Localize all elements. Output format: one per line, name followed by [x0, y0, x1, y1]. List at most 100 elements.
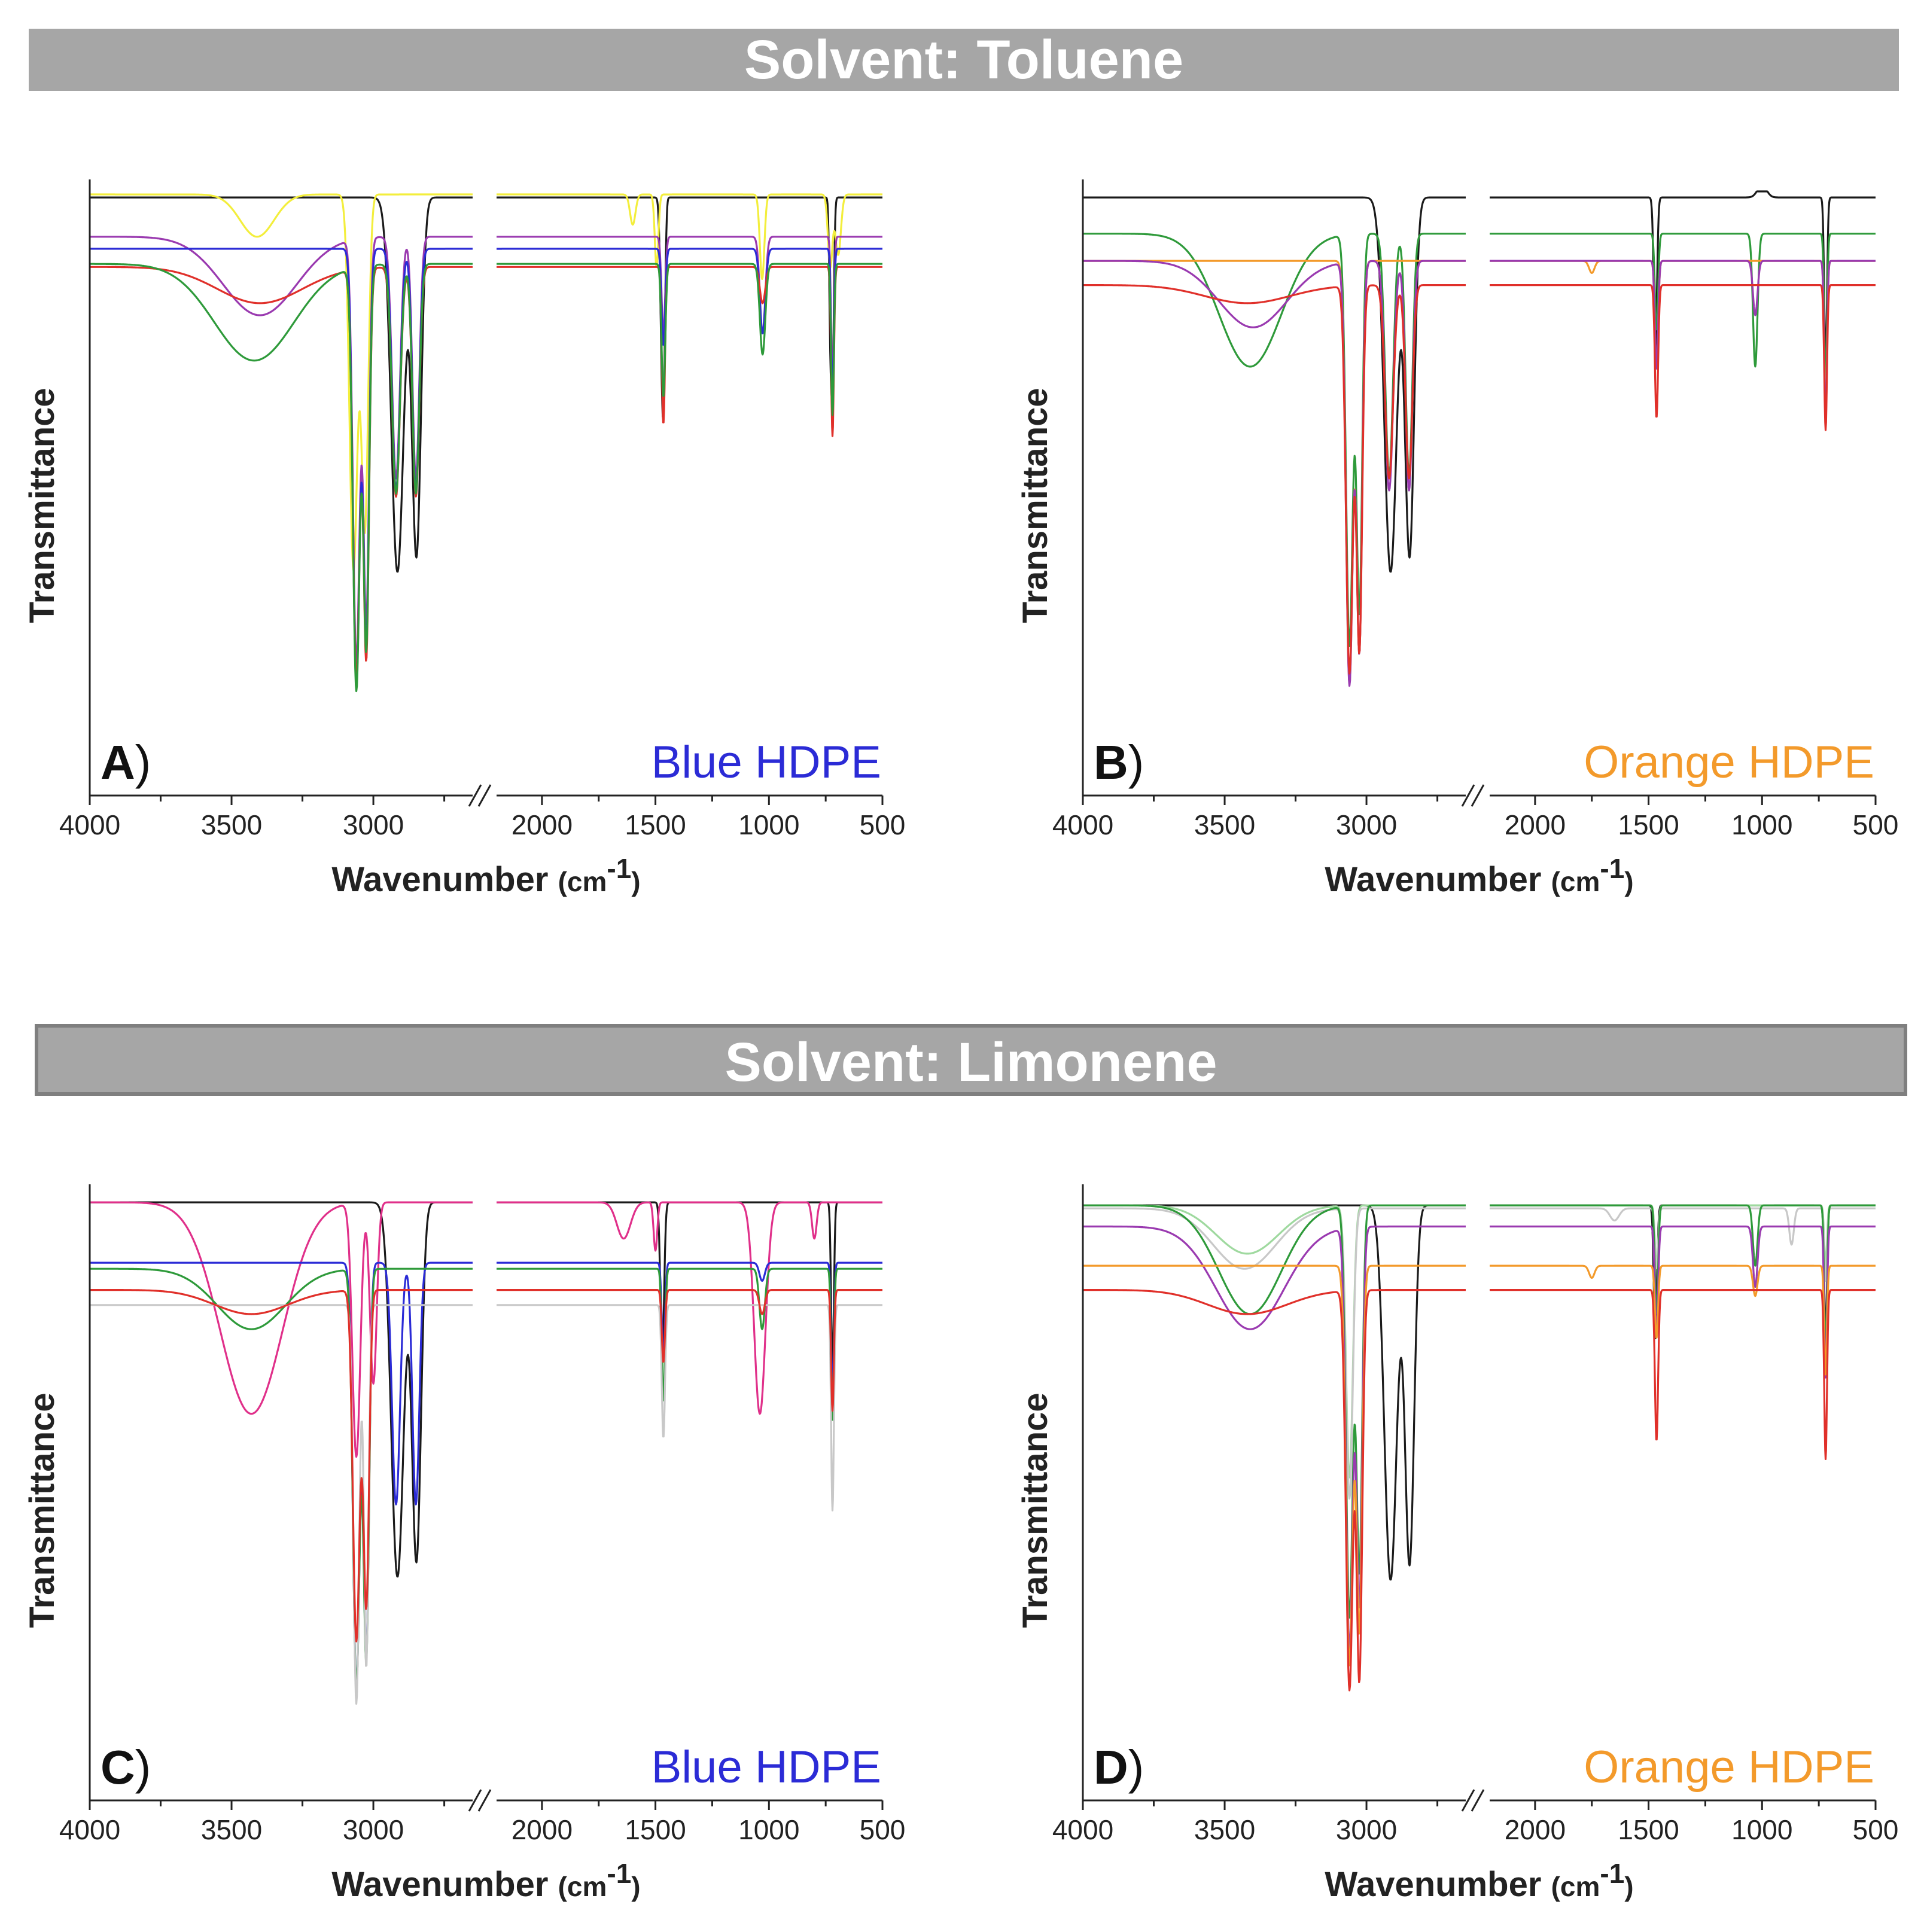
series-line-light_green-low — [1489, 1204, 1876, 1267]
x-tick-label: 1000 — [1731, 809, 1792, 840]
series-line-blue-low — [496, 1261, 883, 1397]
axis-break-mark — [477, 1789, 492, 1812]
panel-letter-paren: ) — [135, 736, 151, 789]
series-line-red-low — [1489, 1289, 1876, 1460]
x-tick-label: 4000 — [59, 809, 120, 840]
x-tick-label: 1500 — [1618, 809, 1679, 840]
x-axis-title: Wavenumber (cm-1) — [1325, 1858, 1633, 1904]
x-axis-title-text: Wavenumber — [1325, 860, 1551, 899]
series-line-gray-low — [1489, 1207, 1876, 1282]
series-line-green-high — [89, 263, 473, 693]
series-line-gray-high — [89, 1304, 473, 1705]
x-axis-title: Wavenumber (cm-1) — [331, 1858, 640, 1904]
x-axis-unit-superscript: -1 — [607, 1858, 631, 1889]
series-line-pink-low — [496, 1201, 883, 1415]
axis-break-mark — [477, 784, 492, 807]
x-tick-label: 3000 — [1336, 1814, 1397, 1845]
panel-letter-text: A — [101, 736, 135, 789]
x-tick-label: 3500 — [201, 809, 262, 840]
series-line-red-low — [496, 266, 883, 437]
x-tick-label: 1000 — [738, 809, 799, 840]
panel-letter-paren: ) — [135, 1741, 151, 1794]
x-axis-title: Wavenumber (cm-1) — [331, 853, 640, 899]
series-line-orange-low — [1489, 260, 1876, 413]
x-tick-label: 500 — [1853, 1814, 1899, 1845]
series-line-black-low — [496, 1201, 883, 1373]
series-line-black-high — [89, 196, 473, 573]
x-axis-title-text: Wavenumber — [331, 860, 558, 899]
series-line-red-high — [1082, 284, 1466, 675]
x-tick-label: 3500 — [1194, 809, 1255, 840]
x-tick-label: 3000 — [343, 1814, 404, 1845]
panel-letter-paren: ) — [1128, 736, 1144, 789]
x-tick-label: 1500 — [625, 809, 686, 840]
x-tick-label: 500 — [860, 809, 906, 840]
series-line-yellow-high — [89, 193, 473, 572]
x-tick-label: 1000 — [1731, 1814, 1792, 1845]
series-line-red-high — [1082, 1289, 1466, 1692]
series-line-black-low — [496, 196, 883, 420]
banner-solvent-limonene: Solvent: Limonene — [35, 1024, 1907, 1096]
y-axis-title: Transmittance — [23, 1392, 62, 1628]
series-line-orange-high — [1082, 1264, 1466, 1666]
series-line-green-high — [89, 1267, 473, 1689]
series-line-green-high — [1082, 1204, 1466, 1619]
spectra-series-group — [1082, 190, 1876, 687]
x-axis-unit-close: ) — [1624, 1871, 1633, 1902]
x-tick-label: 3500 — [201, 1814, 262, 1845]
x-tick-label: 1500 — [1618, 1814, 1679, 1845]
sample-label: Blue HDPE — [652, 737, 881, 788]
series-line-green-low — [1489, 233, 1876, 386]
spectra-series-group — [89, 1201, 883, 1705]
panel-letter-text: C — [101, 1741, 135, 1794]
x-tick-label: 1500 — [625, 1814, 686, 1845]
x-axis-title: Wavenumber (cm-1) — [1325, 853, 1633, 899]
x-axis-unit: (cm — [558, 1871, 607, 1902]
x-tick-label: 2000 — [1505, 809, 1566, 840]
series-line-blue-high — [89, 248, 473, 686]
series-line-purple-low — [1489, 260, 1876, 425]
panel-letter: B) — [1094, 736, 1144, 789]
x-axis-unit: (cm — [558, 866, 607, 897]
x-axis-unit-superscript: -1 — [607, 853, 631, 884]
series-line-gray-high — [1082, 1207, 1466, 1500]
x-axis-unit-close: ) — [631, 1871, 640, 1902]
x-tick-label: 4000 — [1052, 809, 1113, 840]
x-tick-label: 3000 — [343, 809, 404, 840]
x-tick-label: 500 — [1853, 809, 1899, 840]
series-line-black-high — [89, 1201, 473, 1578]
series-line-red-low — [496, 1289, 883, 1412]
x-axis-title-text: Wavenumber — [331, 1865, 558, 1904]
x-axis-title-text: Wavenumber — [1325, 1865, 1551, 1904]
series-line-purple-low — [1489, 1225, 1876, 1379]
x-tick-label: 4000 — [59, 1814, 120, 1845]
chart-panel-b: 4000 3500 3000 2000 1500 1000 500 Wavenumber (c… — [1016, 179, 1899, 899]
x-tick-label: 500 — [860, 1814, 906, 1845]
sample-label: Orange HDPE — [1584, 1742, 1874, 1793]
series-line-green-high — [1082, 233, 1466, 647]
panel-letter: A) — [101, 736, 151, 789]
x-axis-unit: (cm — [1551, 866, 1600, 897]
panel-letter-paren: ) — [1128, 1741, 1144, 1794]
x-axis-unit-superscript: -1 — [1600, 1858, 1624, 1889]
x-tick-label: 1000 — [738, 1814, 799, 1845]
y-axis-title: Transmittance — [1016, 1392, 1055, 1628]
series-line-black-high — [1082, 196, 1466, 573]
series-line-purple-high — [1082, 1225, 1466, 1653]
series-line-gray-low — [496, 1304, 883, 1512]
axis-break-mark — [468, 1789, 482, 1812]
axis-break-mark — [1471, 784, 1485, 807]
panel-letter: D) — [1094, 1741, 1144, 1794]
axis-break-mark — [1461, 784, 1475, 807]
chart-panel-a: 4000 3500 3000 2000 1500 1000 500 Wavenumber (c… — [23, 179, 906, 899]
y-axis-title: Transmittance — [23, 388, 62, 623]
series-line-purple-high — [89, 236, 473, 665]
x-tick-label: 3000 — [1336, 809, 1397, 840]
axis-break-mark — [1471, 1789, 1485, 1812]
series-line-green-low — [1489, 1204, 1876, 1358]
series-line-yellow-low — [496, 193, 883, 281]
axis-break-mark — [468, 784, 482, 807]
series-line-black-high — [1082, 1204, 1466, 1581]
series-line-black-low — [1489, 190, 1876, 368]
spectra-series-group — [1082, 1204, 1876, 1692]
